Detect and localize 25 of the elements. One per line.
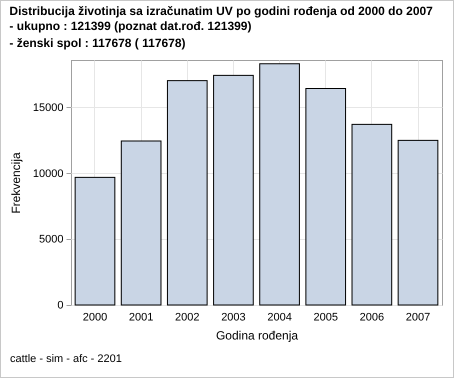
chart-title: Distribucija životinja sa izračunatim UV po godini rođenja od 2000 do 2007 [9, 4, 434, 18]
x-tick-label: 2005 [313, 312, 338, 324]
chart-subtitle: - ukupno : 121399 (poznat dat.rođ. 121399) - ženski spol : 117678 ( 117678) [9, 19, 252, 50]
y-tick-label: 5000 [39, 234, 64, 246]
bar [213, 74, 254, 306]
y-tick-label: 10000 [32, 168, 64, 180]
x-tick-label: 2001 [128, 312, 154, 324]
x-tick-label: 2003 [221, 312, 246, 324]
x-tick-label: 2002 [175, 312, 200, 324]
x-tick-label: 2000 [82, 312, 108, 324]
bar [305, 88, 346, 306]
bar [259, 63, 300, 306]
y-axis-title: Frekvencija [8, 152, 23, 214]
x-axis-title: Godina rođenja [216, 328, 298, 342]
bar [166, 80, 208, 306]
bar [120, 140, 162, 306]
x-tick-label: 2004 [267, 312, 292, 324]
x-tick-label: 2006 [360, 312, 384, 324]
y-tick-label: 15000 [32, 102, 64, 114]
bar [398, 140, 438, 306]
text: cattle - sim - afc - 2201 [10, 353, 122, 365]
bar [74, 176, 116, 306]
x-tick-label: 2007 [406, 312, 430, 324]
y-tick-label: 0 [57, 300, 64, 312]
bar [352, 124, 392, 306]
